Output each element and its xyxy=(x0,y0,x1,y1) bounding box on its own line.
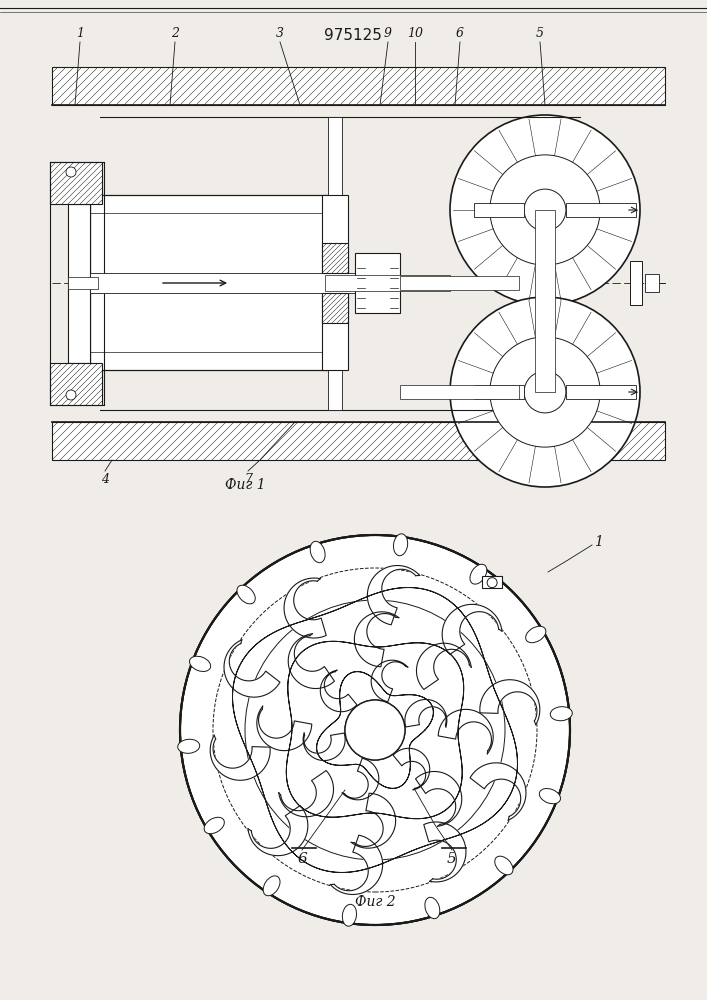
Polygon shape xyxy=(284,578,326,638)
Text: 10: 10 xyxy=(407,27,423,40)
Bar xyxy=(400,385,519,399)
Polygon shape xyxy=(470,763,526,820)
Polygon shape xyxy=(320,670,357,712)
Polygon shape xyxy=(405,699,447,727)
Text: 7: 7 xyxy=(244,473,252,486)
Polygon shape xyxy=(423,822,466,882)
Polygon shape xyxy=(438,709,493,754)
Bar xyxy=(645,274,659,292)
Ellipse shape xyxy=(204,817,224,834)
Bar xyxy=(328,370,342,410)
Circle shape xyxy=(66,167,76,177)
Text: 5: 5 xyxy=(536,27,544,40)
Polygon shape xyxy=(393,748,430,790)
Polygon shape xyxy=(416,643,472,689)
Bar xyxy=(90,195,330,370)
Polygon shape xyxy=(442,604,502,654)
Ellipse shape xyxy=(237,585,255,604)
Bar xyxy=(90,273,360,293)
Circle shape xyxy=(490,155,600,265)
Text: 6: 6 xyxy=(297,852,307,866)
Bar xyxy=(400,276,519,290)
Text: 4: 4 xyxy=(101,473,109,486)
Circle shape xyxy=(180,535,570,925)
Polygon shape xyxy=(371,660,408,702)
Circle shape xyxy=(490,337,600,447)
Circle shape xyxy=(66,390,76,400)
Circle shape xyxy=(487,578,497,588)
Ellipse shape xyxy=(263,876,280,896)
Bar xyxy=(630,261,642,305)
Polygon shape xyxy=(354,612,399,667)
Ellipse shape xyxy=(550,707,572,721)
Polygon shape xyxy=(368,566,420,625)
Text: 1: 1 xyxy=(594,535,603,549)
Text: 9: 9 xyxy=(384,27,392,40)
Bar xyxy=(322,243,348,273)
Ellipse shape xyxy=(425,897,440,919)
Ellipse shape xyxy=(310,541,325,563)
Polygon shape xyxy=(330,835,382,894)
Bar xyxy=(325,275,450,291)
Circle shape xyxy=(450,297,640,487)
Bar xyxy=(535,210,555,392)
Bar xyxy=(322,293,348,323)
Bar xyxy=(328,117,342,195)
Ellipse shape xyxy=(189,656,211,671)
Text: 1: 1 xyxy=(76,27,84,40)
Bar xyxy=(355,253,400,313)
Polygon shape xyxy=(210,735,270,780)
Circle shape xyxy=(345,700,405,760)
Ellipse shape xyxy=(495,856,513,875)
Polygon shape xyxy=(257,706,312,751)
Circle shape xyxy=(524,371,566,413)
Polygon shape xyxy=(351,793,396,848)
Ellipse shape xyxy=(342,904,356,926)
Bar xyxy=(68,277,98,289)
Circle shape xyxy=(345,700,405,760)
Text: 5: 5 xyxy=(447,852,457,866)
Ellipse shape xyxy=(470,564,487,584)
Circle shape xyxy=(450,115,640,305)
Text: 975125: 975125 xyxy=(324,28,382,43)
Bar xyxy=(322,195,348,370)
Bar xyxy=(52,67,665,105)
Polygon shape xyxy=(288,634,334,689)
Ellipse shape xyxy=(526,626,546,643)
Ellipse shape xyxy=(539,789,561,804)
Circle shape xyxy=(524,189,566,231)
Polygon shape xyxy=(224,640,280,697)
Bar xyxy=(566,203,636,217)
Text: 2: 2 xyxy=(171,27,179,40)
Bar xyxy=(482,576,502,588)
Bar xyxy=(566,385,636,399)
Polygon shape xyxy=(342,758,379,800)
Ellipse shape xyxy=(394,534,408,556)
Bar xyxy=(52,422,665,460)
Text: Фиг 1: Фиг 1 xyxy=(225,478,265,492)
Polygon shape xyxy=(279,771,334,817)
Polygon shape xyxy=(303,733,345,761)
Polygon shape xyxy=(416,771,462,826)
Text: 6: 6 xyxy=(456,27,464,40)
Bar xyxy=(50,363,102,405)
Polygon shape xyxy=(480,680,540,725)
Bar xyxy=(68,204,90,363)
Bar xyxy=(474,385,524,399)
Bar xyxy=(474,203,524,217)
Ellipse shape xyxy=(177,739,199,753)
Bar xyxy=(50,162,102,204)
Polygon shape xyxy=(248,806,308,856)
Text: 3: 3 xyxy=(276,27,284,40)
Text: Фиг 2: Фиг 2 xyxy=(355,895,395,909)
